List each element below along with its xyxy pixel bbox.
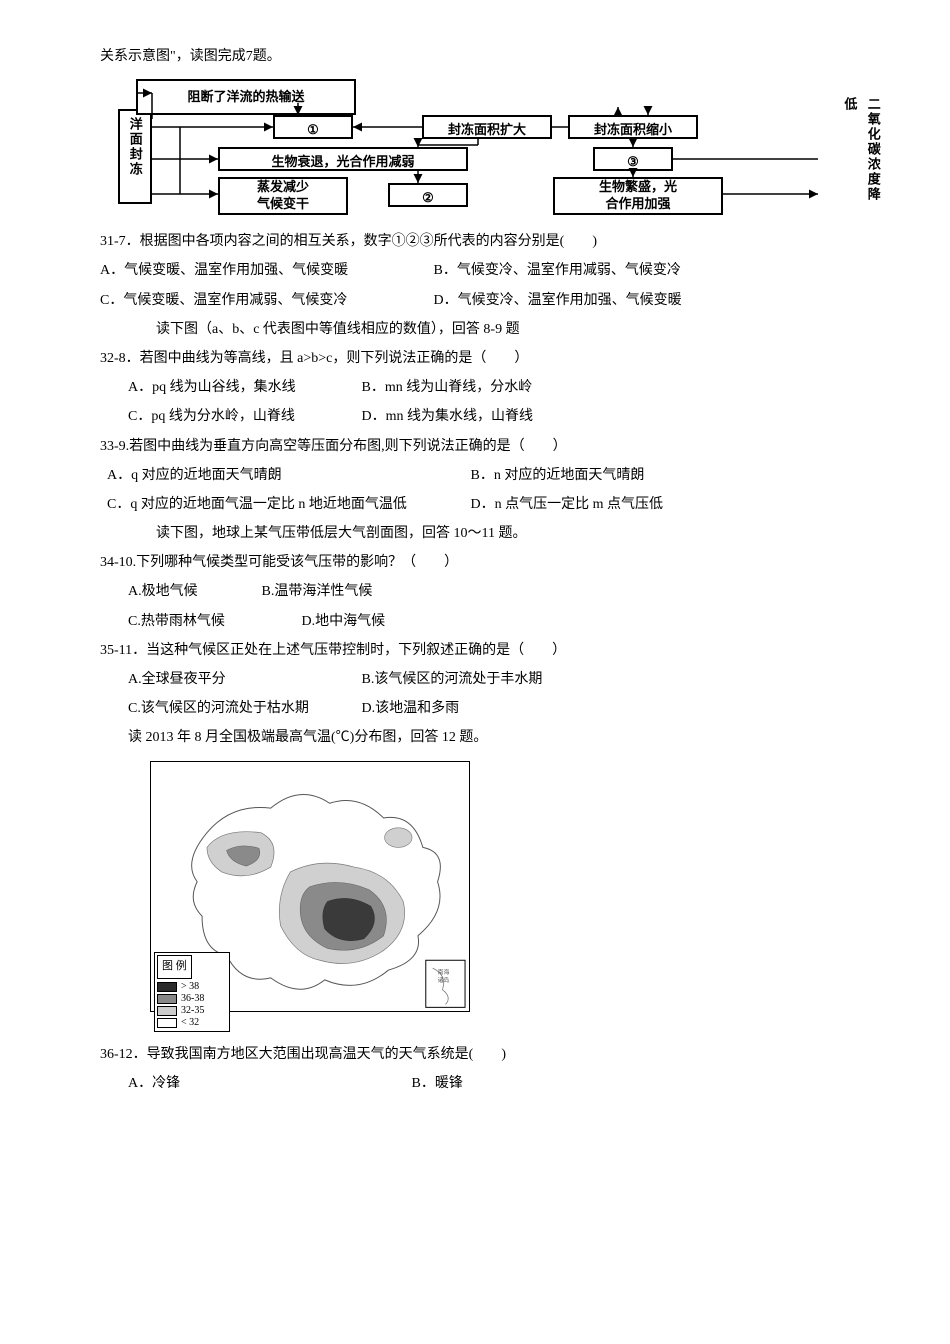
q33-row2: C．q 对应的近地面气温一定比 n 地近地面气温低 D．n 点气压一定比 m 点… <box>100 492 850 517</box>
legend-title: 图 例 <box>157 955 192 979</box>
q35-stem: 35-11．当这种气候区正处在上述气压带控制时，下列叙述正确的是（ ） <box>100 638 850 663</box>
q36-A: A．冷锋 <box>128 1071 408 1096</box>
pre-12: 读 2013 年 8 月全国极端最高气温(℃)分布图，回答 12 题。 <box>100 725 850 750</box>
legend-label-2: 32-35 <box>181 1005 204 1017</box>
legend-label-3: < 32 <box>181 1017 199 1029</box>
map-legend: 图 例 > 38 36-38 32-35 < 32 <box>154 952 230 1032</box>
q31-row2: C．气候变暖、温室作用减弱、气候变冷 D．气候变冷、温室作用加强、气候变暖 <box>100 288 850 313</box>
q34-C: C.热带雨林气候 <box>128 609 298 634</box>
legend-row-2: 32-35 <box>157 1005 227 1017</box>
q33-A: A．q 对应的近地面天气晴朗 <box>107 463 467 488</box>
legend-label-0: > 38 <box>181 981 199 993</box>
legend-swatch-3 <box>157 1018 177 1028</box>
q33-D: D．n 点气压一定比 m 点气压低 <box>471 492 664 517</box>
legend-swatch-0 <box>157 982 177 992</box>
q34-A: A.极地气候 <box>128 579 258 604</box>
q31-stem: 31-7．根据图中各项内容之间的相互关系，数字①②③所代表的内容分别是( ) <box>100 229 850 254</box>
q34-B: B.温带海洋性气候 <box>262 579 373 604</box>
q32-stem: 32-8．若图中曲线为等高线，且 a>b>c，则下列说法正确的是（ ） <box>100 346 850 371</box>
q31-B: B．气候变冷、温室作用减弱、气候变冷 <box>434 258 681 283</box>
q33-B: B．n 对应的近地面天气晴朗 <box>471 463 645 488</box>
q32-C: C．pq 线为分水岭，山脊线 <box>128 404 358 429</box>
legend-row-1: 36-38 <box>157 993 227 1005</box>
china-map-figure: 南海 诸岛 图 例 > 38 36-38 32-35 < 32 <box>150 761 470 1032</box>
q35-row1: A.全球昼夜平分 B.该气候区的河流处于丰水期 <box>100 667 850 692</box>
legend-row-3: < 32 <box>157 1017 227 1029</box>
q33-C: C．q 对应的近地面气温一定比 n 地近地面气温低 <box>107 492 467 517</box>
q36-row1: A．冷锋 B．暖锋 <box>100 1071 850 1096</box>
legend-swatch-2 <box>157 1006 177 1016</box>
legend-swatch-1 <box>157 994 177 1004</box>
q34-stem: 34-10.下列哪种气候类型可能受该气压带的影响？（ ） <box>100 550 850 575</box>
intro-line: 关系示意图"，读图完成7题。 <box>100 44 850 69</box>
q35-A: A.全球昼夜平分 <box>128 667 358 692</box>
legend-label-1: 36-38 <box>181 993 204 1005</box>
q33-stem: 33-9.若图中曲线为垂直方向高空等压面分布图,则下列说法正确的是（ ） <box>100 434 850 459</box>
q36-stem: 36-12．导致我国南方地区大范围出现高温天气的天气系统是( ) <box>100 1042 850 1067</box>
q31-D: D．气候变冷、温室作用加强、气候变暖 <box>434 288 682 313</box>
q35-C: C.该气候区的河流处于枯水期 <box>128 696 358 721</box>
q32-row2: C．pq 线为分水岭，山脊线 D．mn 线为集水线，山脊线 <box>100 404 850 429</box>
q32-B: B．mn 线为山脊线，分水岭 <box>362 375 533 400</box>
svg-text:南海: 南海 <box>438 968 450 976</box>
legend-row-0: > 38 <box>157 981 227 993</box>
svg-text:诸岛: 诸岛 <box>438 975 450 983</box>
q35-row2: C.该气候区的河流处于枯水期 D.该地温和多雨 <box>100 696 850 721</box>
q31-row1: A．气候变暖、温室作用加强、气候变暖 B．气候变冷、温室作用减弱、气候变冷 <box>100 258 850 283</box>
q35-B: B.该气候区的河流处于丰水期 <box>362 667 543 692</box>
flowchart-arrows <box>118 79 858 219</box>
q32-row1: A．pq 线为山谷线，集水线 B．mn 线为山脊线，分水岭 <box>100 375 850 400</box>
q31-A: A．气候变暖、温室作用加强、气候变暖 <box>100 258 430 283</box>
pre-8-9: 读下图（a、b、c 代表图中等值线相应的数值），回答 8-9 题 <box>100 317 850 342</box>
q34-row2: C.热带雨林气候 D.地中海气候 <box>100 609 850 634</box>
q34-row1: A.极地气候 B.温带海洋性气候 <box>100 579 850 604</box>
q33-row1: A．q 对应的近地面天气晴朗 B．n 对应的近地面天气晴朗 <box>100 463 850 488</box>
flowchart-diagram: 洋面封冻 二氧化碳浓度降低 阻断了洋流的热输送 ① 封冻面积扩大 封冻面积缩小 … <box>118 79 858 219</box>
q32-A: A．pq 线为山谷线，集水线 <box>128 375 358 400</box>
q36-B: B．暖锋 <box>412 1071 463 1096</box>
pre-10-11: 读下图，地球上某气压带低层大气剖面图，回答 10～11 题。 <box>100 521 850 546</box>
q32-D: D．mn 线为集水线，山脊线 <box>362 404 534 429</box>
q31-C: C．气候变暖、温室作用减弱、气候变冷 <box>100 288 430 313</box>
q34-D: D.地中海气候 <box>302 609 386 634</box>
q35-D: D.该地温和多雨 <box>362 696 460 721</box>
